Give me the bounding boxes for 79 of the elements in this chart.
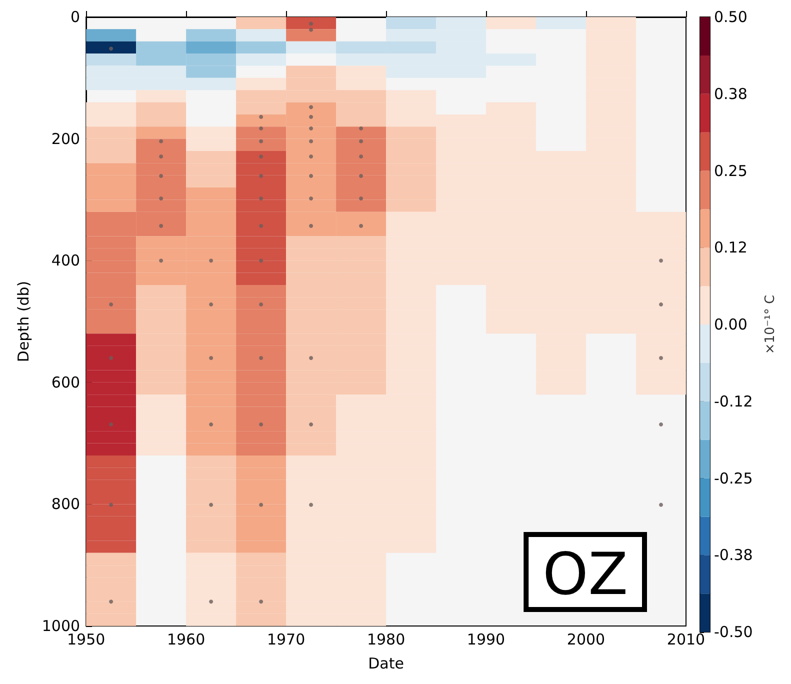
point (259, 139, 264, 144)
point (109, 356, 114, 360)
point (209, 422, 214, 426)
point (309, 22, 314, 26)
point (359, 139, 364, 144)
y-tick-label: 400 (51, 252, 80, 270)
point (309, 196, 314, 200)
x-tick-label: 2010 (666, 630, 706, 648)
point (209, 600, 214, 604)
point (309, 422, 314, 426)
point (159, 154, 164, 158)
annotation: OZ (542, 540, 628, 608)
point (659, 502, 664, 507)
point (259, 356, 264, 360)
point (259, 174, 264, 178)
point (309, 139, 314, 144)
point (309, 114, 314, 119)
point (309, 126, 314, 130)
point (209, 258, 214, 263)
point (659, 302, 664, 306)
point (109, 600, 114, 604)
x-axis-title: Date (368, 654, 404, 672)
point (309, 174, 314, 178)
point (359, 224, 364, 228)
point (359, 174, 364, 178)
x-tick-label: 1960 (166, 630, 206, 648)
point (159, 174, 164, 178)
point (259, 600, 264, 604)
color-bar-label: 0.38 (714, 84, 748, 103)
point (309, 105, 314, 110)
point (259, 302, 264, 306)
point (159, 196, 164, 200)
point (109, 502, 114, 507)
x-tick-label: 1990 (466, 630, 506, 648)
point (309, 154, 314, 158)
color-bar-title: ×10⁻¹° C (763, 294, 778, 354)
point (359, 154, 364, 158)
point (159, 224, 164, 228)
color-bar-label: 0.25 (714, 162, 748, 180)
point (659, 356, 664, 360)
color-bar-label: 0.50 (714, 8, 748, 26)
point (309, 28, 314, 32)
point (259, 126, 264, 130)
point (259, 258, 264, 263)
point (309, 502, 314, 507)
color-bar-label: 0.12 (714, 238, 748, 257)
point (209, 356, 214, 360)
point (259, 422, 264, 426)
point (209, 502, 214, 507)
x-tick-label: 2000 (566, 630, 606, 648)
y-tick-label: 0 (70, 8, 80, 26)
point (309, 224, 314, 228)
y-tick-label: 200 (51, 130, 80, 148)
point (259, 154, 264, 158)
point (259, 502, 264, 507)
point (209, 302, 214, 306)
point (659, 422, 664, 426)
color-bar-label: -0.38 (714, 546, 753, 564)
point (159, 258, 164, 263)
point (309, 356, 314, 360)
point (359, 196, 364, 200)
point (359, 126, 364, 130)
point (109, 422, 114, 426)
y-tick-label: 800 (51, 495, 80, 514)
point (259, 224, 264, 228)
point (159, 139, 164, 144)
x-tick-label: 1980 (366, 630, 406, 648)
point (659, 258, 664, 263)
color-bar-label: -0.50 (714, 623, 753, 641)
point (259, 196, 264, 200)
point (109, 302, 114, 306)
point (259, 114, 264, 119)
color-bar-label: -0.12 (714, 392, 753, 410)
color-bar-label: -0.25 (714, 469, 753, 488)
y-tick-label: 600 (51, 373, 80, 392)
y-axis-title: Depth (db) (14, 280, 32, 362)
x-tick-label: 1970 (266, 630, 306, 648)
color-bar-label: 0.00 (714, 316, 748, 334)
point (109, 46, 114, 51)
